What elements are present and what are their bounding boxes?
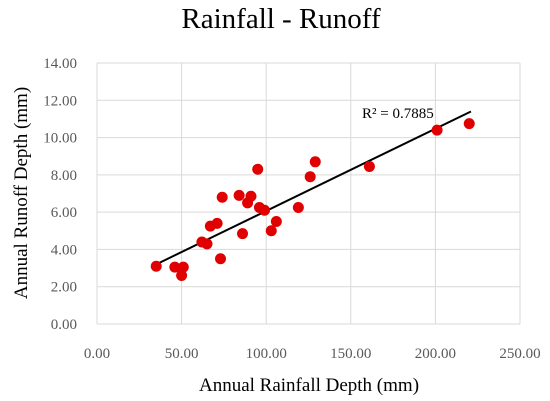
data-point [211, 217, 223, 229]
data-point [150, 260, 162, 272]
data-point [169, 261, 181, 273]
y-tick-label: 14.00 [43, 56, 77, 72]
y-axis-title: Annual Runoff Depth (mm) [11, 87, 32, 299]
x-tick-label: 0.00 [84, 346, 110, 362]
data-point [304, 171, 316, 183]
x-tick-label: 150.00 [330, 346, 371, 362]
data-point [463, 118, 475, 130]
y-tick-label: 2.00 [51, 280, 77, 296]
tick-labels: 0.00 2.00 4.00 6.00 8.00 10.00 12.00 14.00 0.00 5… [43, 56, 540, 362]
data-point [237, 228, 249, 240]
x-tick-label: 200.00 [415, 346, 456, 362]
data-point [292, 201, 304, 213]
data-points [150, 118, 475, 282]
y-tick-label: 10.00 [43, 131, 77, 147]
data-point [176, 270, 188, 282]
data-point [245, 190, 257, 202]
y-tick-label: 12.00 [43, 93, 77, 109]
data-point [431, 124, 443, 136]
x-tick-label: 50.00 [165, 346, 199, 362]
data-point [265, 225, 277, 237]
y-tick-label: 8.00 [51, 168, 77, 184]
x-axis-title: Annual Rainfall Depth (mm) [199, 375, 419, 396]
r-squared-label: R² = 0.7885 [362, 106, 434, 122]
gridlines [96, 62, 521, 325]
data-point [201, 238, 213, 250]
data-point [259, 204, 271, 216]
data-point [363, 160, 375, 172]
x-tick-label: 100.00 [246, 346, 287, 362]
data-point [177, 261, 189, 273]
y-tick-label: 4.00 [51, 242, 77, 258]
data-point [252, 163, 264, 175]
y-tick-label: 6.00 [51, 205, 77, 221]
data-point [309, 156, 321, 168]
data-point [215, 253, 227, 265]
chart-title: Rainfall - Runoff [181, 3, 381, 35]
y-tick-label: 0.00 [51, 317, 77, 333]
x-tick-label: 250.00 [499, 346, 540, 362]
data-point [233, 189, 245, 201]
data-point [216, 191, 228, 203]
data-point [270, 215, 282, 227]
